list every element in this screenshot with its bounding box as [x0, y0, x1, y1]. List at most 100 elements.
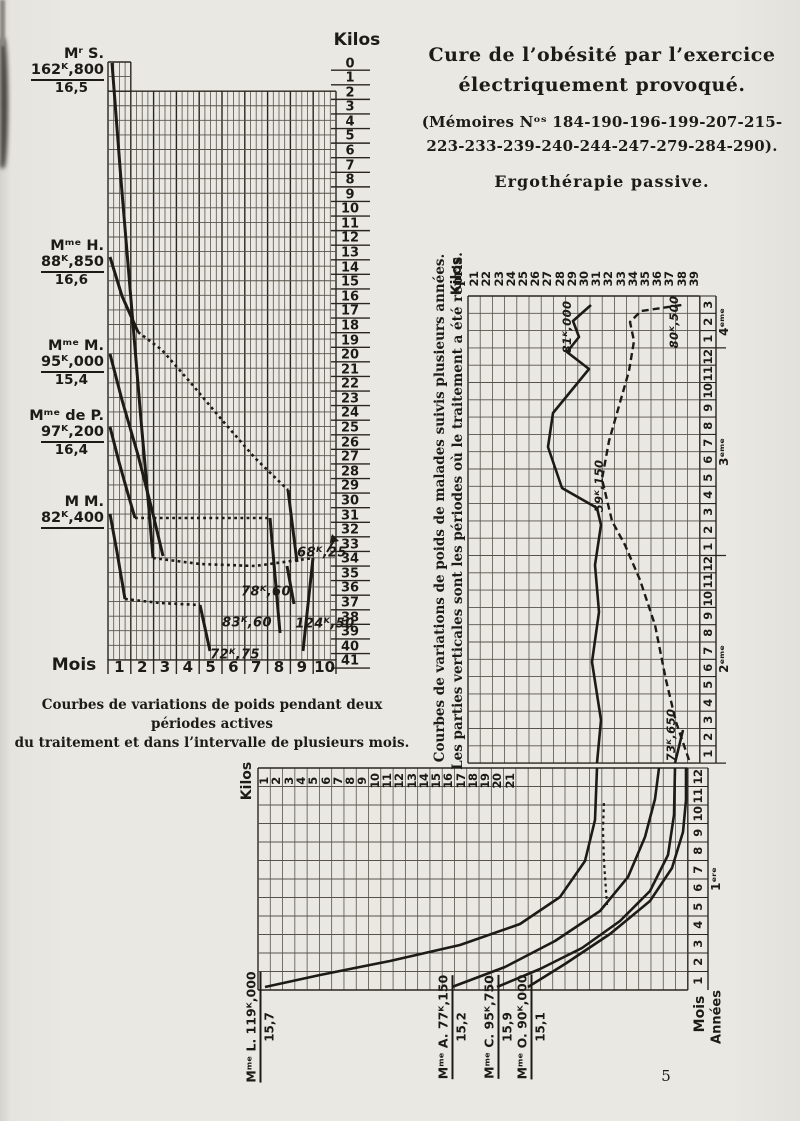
left-kilos-tick: 41 — [340, 653, 360, 669]
right-month-tick: 7 — [701, 646, 715, 655]
patient-label: Mᵐᵉ de P. 97ᴷ,200 16,4 — [0, 408, 104, 458]
bottom-month-tick: 11 — [691, 788, 705, 804]
patient-index: 15,4 — [54, 372, 88, 388]
memoires-line-2: 223-233-239-240-244-247-279-284-290). — [426, 137, 778, 155]
left-kilos-tick: 0 — [345, 56, 355, 71]
weight-curve — [527, 768, 688, 989]
left-kilos-tick: 30 — [340, 493, 360, 509]
bottom-chart-mois-axis-label: Mois — [692, 995, 708, 1033]
weight-annotation: 78ᴷ,60 — [241, 584, 291, 600]
left-mois-tick: 1 — [114, 658, 125, 676]
patient-label: Mᵐᵉ A. 77ᴷ,150 15,2 — [435, 974, 469, 1080]
title-line-2: électriquement provoqué. — [458, 74, 746, 96]
scan-edge-smudge — [0, 38, 8, 168]
patient-start-weight: Mᵐᵉ L. 119ᴷ,000 — [243, 971, 262, 1083]
patient-label: Mᵐᵉ M. 95ᴷ,000 15,4 — [0, 338, 104, 388]
weight-curve — [268, 517, 282, 634]
left-kilos-tick: 28 — [340, 464, 360, 480]
right-month-tick: 5 — [701, 473, 715, 482]
right-month-tick: 9 — [701, 612, 715, 620]
left-mois-tick: 6 — [228, 658, 239, 676]
right-month-tick: 4 — [701, 698, 715, 707]
left-kilos-tick: 15 — [340, 274, 360, 290]
bottom-month-tick: 3 — [691, 939, 705, 948]
left-kilos-tick: 12 — [340, 230, 360, 246]
right-month-tick: 2 — [701, 733, 715, 741]
patient-start-weight: Mᵐᵉ C. 95ᴷ,750 — [481, 975, 500, 1079]
right-month-tick: 12 — [701, 556, 715, 572]
left-kilos-tick: 29 — [340, 478, 360, 494]
right-month-tick: 1 — [701, 750, 715, 759]
patient-index: 16,5 — [54, 80, 88, 96]
left-kilos-tick: 35 — [340, 566, 360, 582]
left-kilos-tick: 22 — [340, 376, 360, 392]
patient-name: Mᵐᵉ M. — [48, 338, 104, 354]
weight-annotation: 73ᴷ,650 — [664, 708, 678, 762]
right-month-tick: 11 — [701, 573, 715, 589]
patient-index: 15,9 — [500, 1012, 515, 1042]
scan-edge-smudge-top — [0, 0, 5, 46]
weight-annotation: 83ᴷ,60 — [222, 615, 272, 631]
right-month-tick: 10 — [701, 383, 715, 399]
right-month-tick: 5 — [701, 681, 715, 690]
patient-start-weight: 95ᴷ,000 — [40, 354, 104, 373]
weight-curve — [108, 426, 137, 519]
patient-start-weight: 97ᴷ,200 — [40, 424, 104, 443]
left-kilos-tick: 40 — [340, 639, 360, 655]
patient-label: M M. 82ᴷ,400 — [0, 494, 104, 529]
left-kilos-tick: 16 — [340, 289, 360, 305]
annotation-arrowhead — [330, 534, 339, 543]
left-kilos-tick: 31 — [340, 508, 360, 524]
bottom-chart-annees-axis-label: Années — [709, 990, 725, 1044]
left-kilos-tick: 7 — [345, 158, 355, 174]
left-kilos-tick: 2 — [345, 85, 355, 101]
left-kilos-tick: 3 — [345, 99, 355, 115]
left-mois-tick: 2 — [136, 658, 148, 676]
bottom-month-tick: 9 — [691, 828, 705, 837]
right-month-tick: 9 — [701, 404, 715, 413]
left-kilos-tick: 23 — [340, 391, 360, 407]
right-kilos-tick: 39 — [686, 271, 701, 287]
weight-curve — [108, 513, 127, 600]
weight-annotation: 68ᴷ,25 — [297, 545, 347, 561]
memoires-line-1: (Mémoires Nᵒˢ 184-190-196-199-207-215- — [421, 113, 783, 131]
left-kilos-tick: 27 — [340, 449, 360, 465]
left-kilos-tick: 32 — [340, 522, 360, 538]
patient-name: Mᵐᵉ H. — [50, 238, 104, 254]
weight-curve — [285, 565, 296, 605]
right-month-tick: 8 — [701, 629, 715, 638]
patient-index: 16,4 — [54, 442, 88, 458]
weight-curve — [108, 256, 140, 333]
patient-label: Mʳ S. 162ᴷ,800 16,5 — [0, 46, 104, 96]
patient-index: 15,7 — [262, 1012, 277, 1042]
rotated-caption-line-1: Courbes de variations de poids de malade… — [432, 253, 448, 763]
left-mois-tick: 10 — [314, 658, 336, 676]
left-chart-caption: Courbes de variations de poids pendant d… — [12, 696, 412, 753]
left-mois-tick: 9 — [296, 658, 308, 676]
right-month-tick: 3 — [701, 508, 715, 517]
left-kilos-tick: 11 — [340, 216, 360, 232]
left-kilos-tick: 36 — [340, 580, 360, 596]
patient-start-weight: 88ᴷ,850 — [40, 254, 104, 273]
patient-label: Mᵐᵉ H. 88ᴷ,850 16,6 — [0, 238, 104, 288]
patient-index: 15,1 — [533, 1012, 548, 1042]
left-kilos-tick: 19 — [340, 333, 360, 349]
patient-start-weight: 82ᴷ,400 — [40, 510, 104, 529]
subtitle: Ergothérapie passive. — [494, 172, 710, 191]
patient-index: 15,2 — [454, 1012, 469, 1042]
weight-annotation: 59ᴷ,150 — [592, 459, 606, 513]
left-chart-mois-axis-label: Mois — [51, 655, 97, 675]
left-kilos-tick: 34 — [340, 551, 360, 567]
left-kilos-tick: 39 — [340, 624, 360, 640]
patient-start-weight: Mᵐᵉ O. 90ᴷ,000 — [514, 974, 533, 1080]
right-month-tick: 10 — [701, 591, 715, 607]
left-kilos-tick: 1 — [345, 70, 355, 86]
left-chart-caption-line-2: du traitement et dans l’intervalle de pl… — [14, 735, 410, 751]
right-month-tick: 1 — [701, 335, 715, 344]
right-month-tick: 7 — [701, 439, 715, 447]
weight-annotation: 72ᴷ,75 — [210, 647, 260, 663]
left-chart-kilos-axis-label: Kilos — [333, 30, 381, 50]
left-kilos-tick: 26 — [340, 435, 360, 451]
rotated-caption-line-2: Les parties verticales sont les périodes… — [450, 252, 466, 770]
bottom-month-tick: 8 — [691, 847, 705, 856]
